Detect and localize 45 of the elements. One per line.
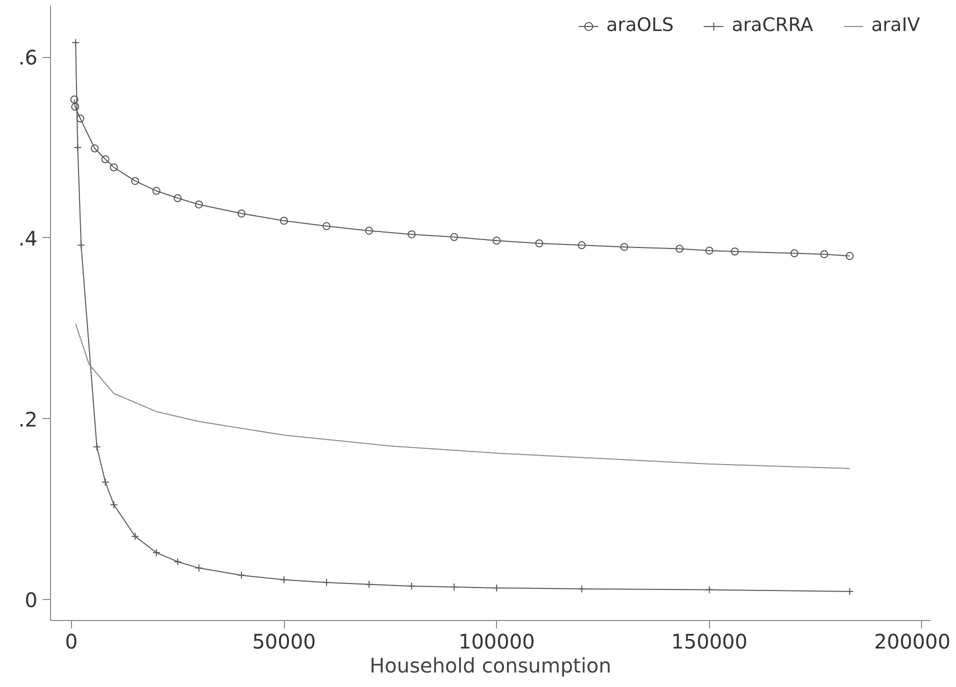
point (152, 548, 160, 557)
point (820, 250, 828, 258)
point (70, 96, 78, 104)
point (152, 186, 160, 195)
x-tick-label: 100000 (458, 630, 535, 654)
point (365, 226, 374, 235)
point (174, 558, 182, 566)
y-tick-label: .6 (18, 46, 38, 70)
point (174, 194, 182, 202)
point (705, 246, 714, 255)
point (676, 244, 684, 253)
point (71, 102, 80, 111)
point (110, 500, 118, 509)
x-axis-title: Household consumption (370, 654, 612, 678)
point (535, 239, 544, 248)
point (110, 163, 118, 172)
point (237, 210, 246, 218)
x-tick-label: 50000 (252, 630, 316, 654)
point (322, 222, 331, 230)
point (450, 233, 458, 242)
y-tick-label: 0 (24, 588, 38, 612)
y-tick-label: .2 (18, 407, 38, 432)
point (408, 230, 416, 238)
point (620, 242, 628, 251)
point (790, 249, 798, 258)
legend-label: araCRRA (732, 15, 814, 36)
point (846, 252, 854, 260)
line-series (75, 323, 850, 470)
point (101, 155, 110, 164)
x-tick-label: 0 (64, 630, 78, 654)
point (72, 38, 80, 47)
y-tick-label: .4 (18, 226, 38, 250)
point (730, 248, 739, 256)
point (76, 114, 84, 123)
x-tick-label: 150000 (671, 630, 748, 654)
point (131, 532, 140, 540)
point (90, 144, 99, 152)
legend-label: araOLS (606, 15, 674, 36)
point (578, 241, 586, 250)
x-tick-label: 200000 (874, 630, 951, 654)
point (131, 176, 140, 185)
point (492, 236, 501, 245)
legend-label: araIV (871, 15, 920, 36)
point (280, 216, 288, 225)
point (194, 200, 203, 208)
